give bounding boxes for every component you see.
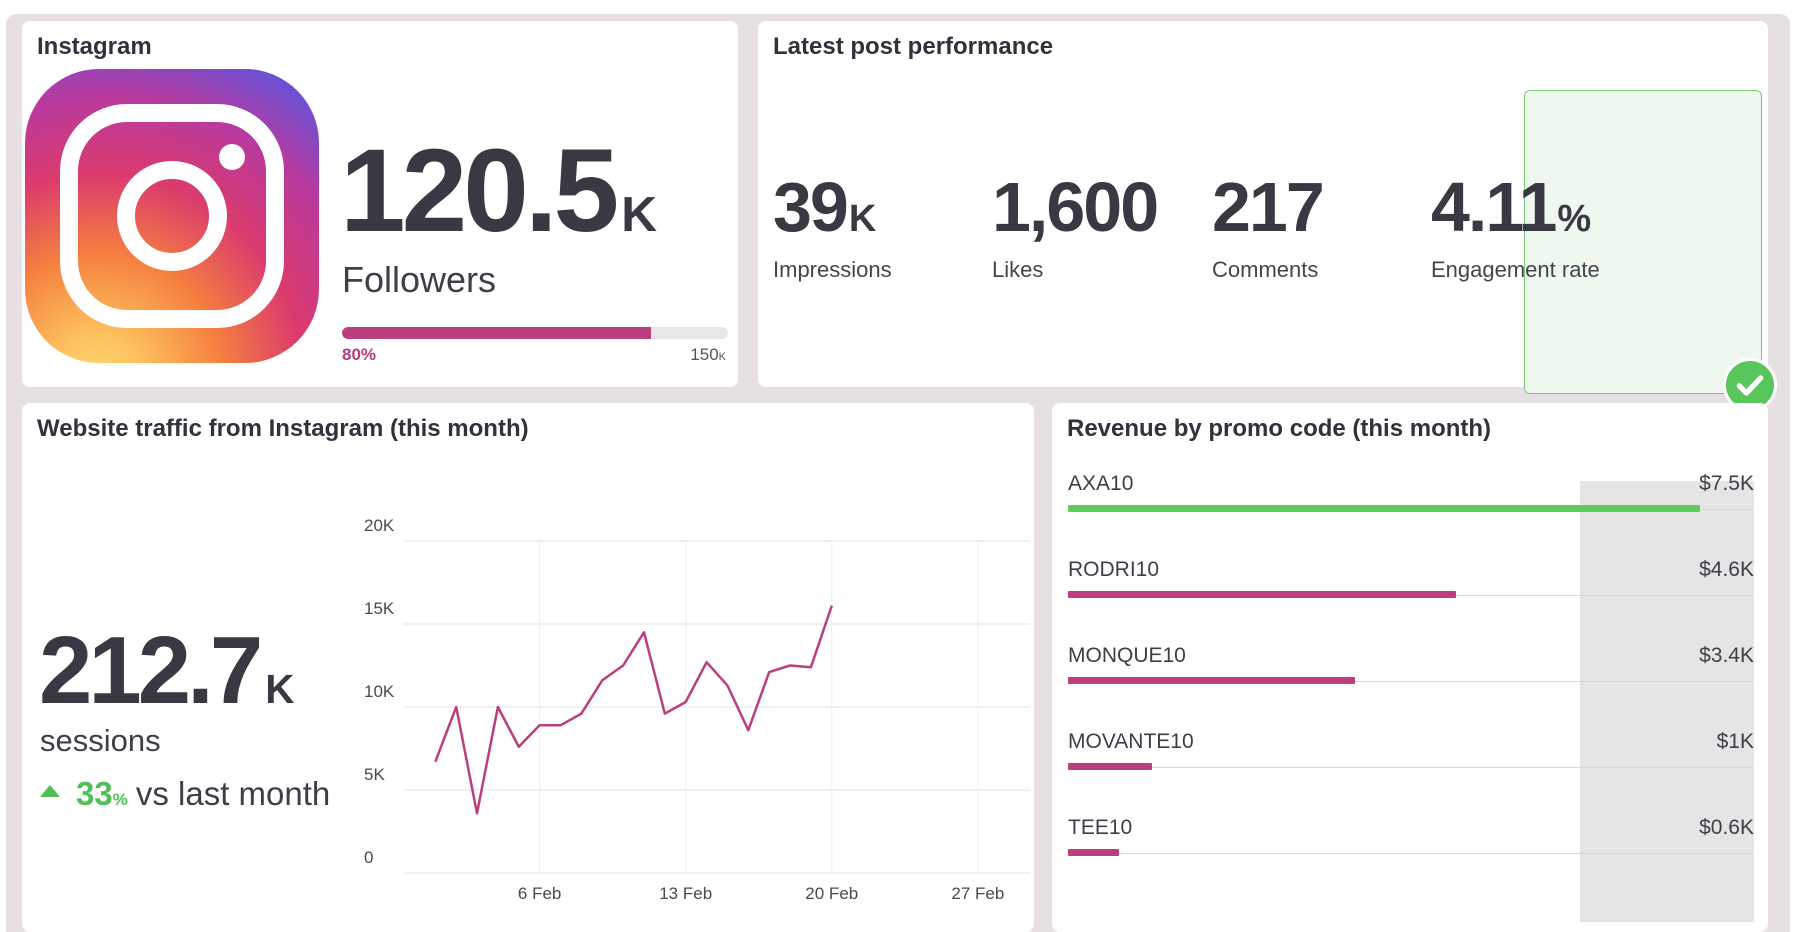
website-traffic-card: Website traffic from Instagram (this mon… [22, 403, 1034, 932]
engagement-highlight-box [1524, 90, 1762, 394]
promo-amount: $3.4K [1699, 644, 1754, 667]
y-tick-label: 20K [364, 516, 395, 535]
metric-impressions: 39K Impressions [773, 171, 892, 283]
promo-code-label: RODRI10 [1068, 558, 1160, 581]
promo-amount: $4.6K [1699, 558, 1754, 581]
promo-code-label: AXA10 [1068, 472, 1134, 495]
revenue-bar [1068, 677, 1355, 684]
traffic-line-chart: 0 5K 10K 15K 20K 6 Feb 13 Feb 20 Feb 27 Feb [364, 516, 1030, 903]
progress-percent: 80% [342, 345, 377, 364]
promo-row: MOVANTE10 $1K [1068, 730, 1754, 816]
instagram-followers-card: Instagram 120.5 K Followers 80% 150K [22, 21, 738, 387]
promo-code-label: TEE10 [1068, 816, 1133, 839]
x-tick-label: 27 Feb [951, 884, 1004, 903]
metric-value: 217 [1212, 168, 1325, 246]
x-tick-label: 13 Feb [659, 884, 712, 903]
metric-value: 39K [773, 168, 877, 246]
promo-code-label: MONQUE10 [1068, 644, 1186, 667]
followers-label: Followers [342, 259, 497, 300]
revenue-bar [1068, 505, 1700, 512]
metric-label: Impressions [773, 257, 892, 282]
metric-label: Comments [1212, 257, 1319, 282]
x-tick-label: 20 Feb [805, 884, 858, 903]
metric-likes: 1,600 Likes [992, 171, 1159, 283]
progress-target: 150K [690, 345, 726, 364]
x-tick-label: 6 Feb [518, 884, 561, 903]
card-title: Latest post performance [773, 33, 1054, 60]
followers-progress-fill [342, 327, 651, 339]
y-tick-label: 0 [364, 848, 373, 867]
delta-percent: 33% [76, 775, 128, 812]
sessions-count: 212.7 K [39, 617, 295, 724]
y-tick-label: 5K [364, 765, 385, 784]
instagram-logo-icon [25, 69, 319, 363]
metric-value: 1,600 [992, 168, 1159, 246]
promo-row: TEE10 $0.6K [1068, 816, 1754, 902]
promo-row: RODRI10 $4.6K [1068, 558, 1754, 644]
promo-amount: $0.6K [1699, 816, 1754, 839]
card-title: Revenue by promo code (this month) [1067, 415, 1492, 442]
card-title: Website traffic from Instagram (this mon… [37, 415, 529, 442]
followers-progress-bar [342, 327, 728, 339]
amount-column-shade [1580, 481, 1754, 922]
triangle-up-icon [40, 785, 60, 797]
promo-amount: $1K [1716, 730, 1754, 753]
revenue-bar [1068, 591, 1456, 598]
followers-count: 120.5 K [340, 125, 658, 257]
metric-value: 4.11% [1431, 168, 1592, 246]
revenue-bar [1068, 849, 1119, 856]
revenue-promo-card: Revenue by promo code (this month) AXA10… [1052, 403, 1768, 932]
card-title: Instagram [37, 33, 152, 60]
row-baseline [1068, 681, 1754, 682]
row-baseline [1068, 767, 1754, 768]
promo-amount: $7.5K [1699, 472, 1754, 495]
sessions-label: sessions [40, 723, 161, 758]
promo-row: MONQUE10 $3.4K [1068, 644, 1754, 730]
y-tick-label: 15K [364, 599, 395, 618]
y-tick-label: 10K [364, 682, 395, 701]
metric-label: Engagement rate [1431, 257, 1600, 282]
series-line [434, 605, 833, 815]
revenue-bar [1068, 763, 1153, 770]
metric-engagement-rate: 4.11% Engagement rate [1431, 171, 1600, 283]
row-baseline [1068, 853, 1754, 854]
latest-post-card: Latest post performance 39K Impressions … [758, 21, 1777, 412]
promo-row: AXA10 $7.5K [1068, 472, 1754, 558]
promo-code-label: MOVANTE10 [1068, 730, 1194, 753]
metric-label: Likes [992, 257, 1044, 282]
delta-text: vs last month [135, 775, 331, 812]
metric-comments: 217 Comments [1212, 171, 1325, 283]
sessions-delta: 33% vs last month [40, 775, 330, 813]
